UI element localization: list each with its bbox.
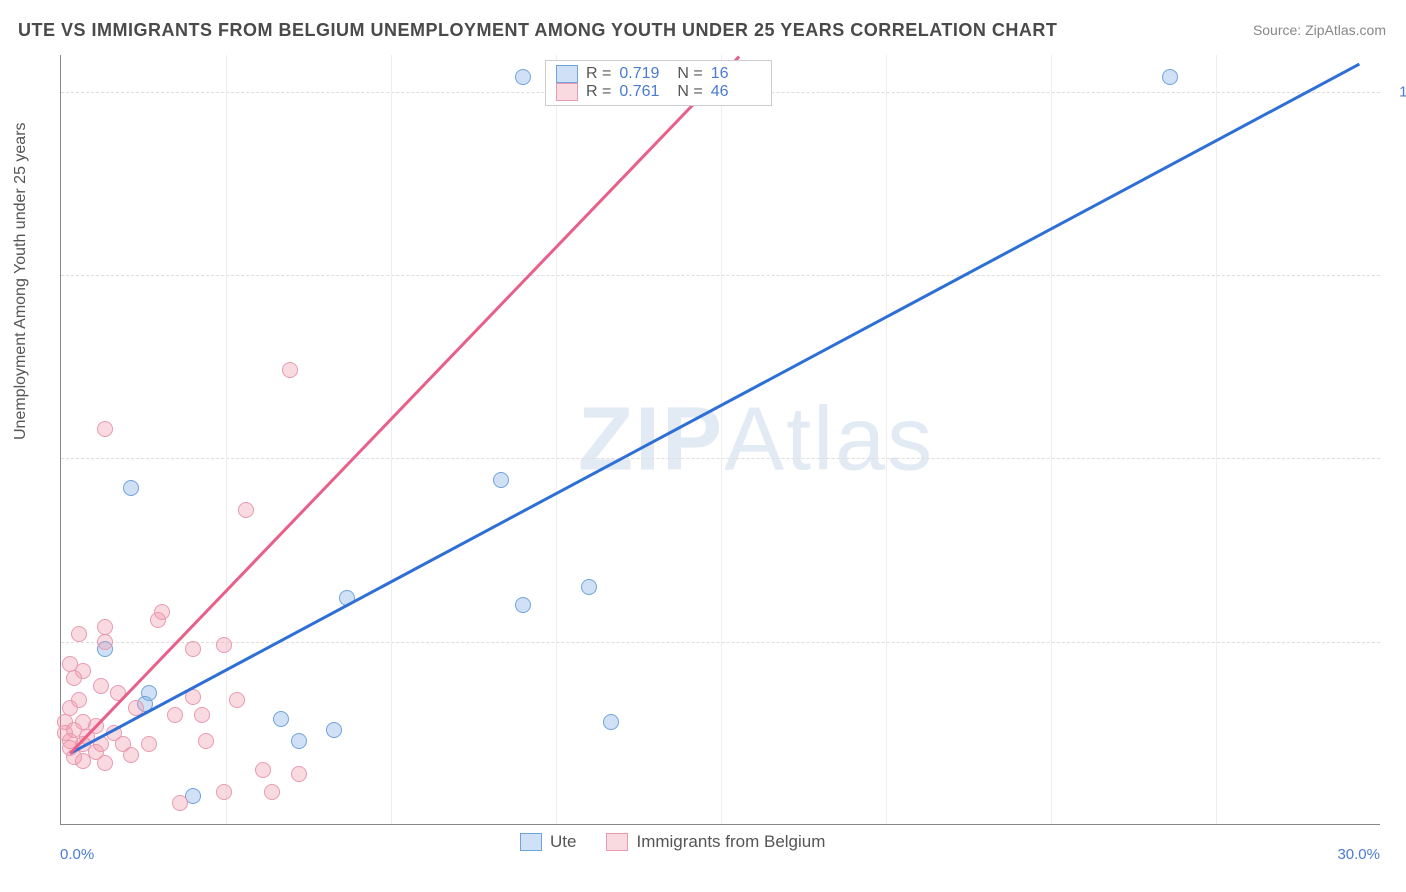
r-label: R =: [586, 83, 611, 101]
n-value-belgium: 46: [711, 83, 761, 101]
data-point: [1162, 69, 1178, 85]
data-point: [167, 707, 183, 723]
trend-line: [69, 55, 740, 753]
swatch-ute: [556, 65, 578, 83]
legend-item-belgium: Immigrants from Belgium: [606, 832, 825, 852]
data-point: [154, 604, 170, 620]
data-point: [216, 784, 232, 800]
n-value-ute: 16: [711, 65, 761, 83]
r-value-ute: 0.719: [619, 65, 669, 83]
data-point: [97, 619, 113, 635]
data-point: [66, 670, 82, 686]
source-label: Source:: [1253, 22, 1305, 38]
data-point: [515, 69, 531, 85]
data-point: [291, 733, 307, 749]
data-point: [123, 747, 139, 763]
data-point: [255, 762, 271, 778]
source-name[interactable]: ZipAtlas.com: [1305, 22, 1386, 38]
gridline-vertical: [226, 55, 227, 824]
watermark-bold: ZIP: [578, 389, 724, 489]
data-point: [216, 637, 232, 653]
data-point: [97, 634, 113, 650]
source-attribution: Source: ZipAtlas.com: [1253, 22, 1386, 38]
data-point: [229, 692, 245, 708]
data-point: [93, 678, 109, 694]
watermark-light: Atlas: [724, 389, 934, 489]
x-tick-min: 0.0%: [60, 846, 94, 863]
gridline-vertical: [1051, 55, 1052, 824]
gridline-vertical: [556, 55, 557, 824]
data-point: [603, 714, 619, 730]
watermark: ZIPAtlas: [578, 388, 934, 491]
gridline-vertical: [886, 55, 887, 824]
data-point: [282, 362, 298, 378]
data-point: [264, 784, 280, 800]
y-tick-label: 25.0%: [1390, 633, 1406, 650]
data-point: [326, 722, 342, 738]
legend-label-belgium: Immigrants from Belgium: [636, 832, 825, 852]
legend-label-ute: Ute: [550, 832, 576, 852]
chart-container: UTE VS IMMIGRANTS FROM BELGIUM UNEMPLOYM…: [0, 0, 1406, 892]
x-tick-max: 30.0%: [1337, 846, 1380, 863]
y-tick-label: 75.0%: [1390, 267, 1406, 284]
legend-series: Ute Immigrants from Belgium: [520, 832, 825, 852]
gridline-vertical: [391, 55, 392, 824]
swatch-belgium: [556, 83, 578, 101]
swatch-ute: [520, 833, 542, 851]
data-point: [75, 753, 91, 769]
r-label: R =: [586, 65, 611, 83]
n-label: N =: [677, 83, 702, 101]
gridline-vertical: [721, 55, 722, 824]
trend-line: [69, 62, 1359, 754]
data-point: [97, 421, 113, 437]
data-point: [198, 733, 214, 749]
data-point: [273, 711, 289, 727]
plot-area: ZIPAtlas 25.0%50.0%75.0%100.0%: [60, 55, 1380, 825]
data-point: [515, 597, 531, 613]
r-value-belgium: 0.761: [619, 83, 669, 101]
data-point: [62, 700, 78, 716]
data-point: [291, 766, 307, 782]
data-point: [194, 707, 210, 723]
data-point: [493, 472, 509, 488]
data-point: [141, 736, 157, 752]
chart-title: UTE VS IMMIGRANTS FROM BELGIUM UNEMPLOYM…: [18, 20, 1057, 41]
gridline-vertical: [1216, 55, 1217, 824]
data-point: [185, 641, 201, 657]
y-axis-label: Unemployment Among Youth under 25 years: [12, 122, 30, 440]
legend-row-ute: R = 0.719 N = 16: [556, 65, 761, 83]
n-label: N =: [677, 65, 702, 83]
data-point: [97, 755, 113, 771]
legend-row-belgium: R = 0.761 N = 46: [556, 83, 761, 101]
data-point: [123, 480, 139, 496]
y-tick-label: 100.0%: [1390, 83, 1406, 100]
data-point: [581, 579, 597, 595]
data-point: [238, 502, 254, 518]
y-tick-label: 50.0%: [1390, 450, 1406, 467]
legend-correlation: R = 0.719 N = 16 R = 0.761 N = 46: [545, 60, 772, 106]
legend-item-ute: Ute: [520, 832, 576, 852]
data-point: [71, 626, 87, 642]
swatch-belgium: [606, 833, 628, 851]
data-point: [172, 795, 188, 811]
